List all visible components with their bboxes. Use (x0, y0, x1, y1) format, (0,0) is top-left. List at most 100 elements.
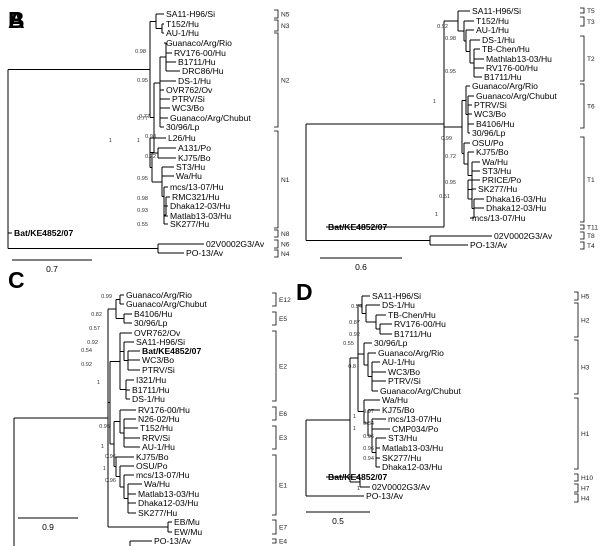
bootstrap-value: 0.95 (445, 180, 456, 186)
taxon-label: Matlab13-03/Hu (138, 489, 199, 499)
taxon-label: EB/Mu (174, 517, 200, 527)
panel-a: A SA11-H96/SiT152/HuAU-1/HuGuanaco/Arg/Ri… (7, 7, 290, 274)
bootstrap-value: 1 (137, 138, 140, 144)
panel-b: B SA11-H96/SiT152/HuAU-1/HuDS-1/HuTB-Chen… (8, 6, 598, 272)
taxon-label: ST3/Hu (388, 433, 417, 443)
genotype-label: E5 (279, 316, 287, 323)
genotype-label: E3 (279, 435, 287, 442)
highlighted-taxon-label: Bat/KE4852/07 (14, 228, 73, 238)
genotype-label: T11 (587, 225, 598, 232)
taxon-label: N26-02/Hu (138, 414, 180, 424)
taxon-label: RV176-00/Hu (174, 48, 226, 58)
taxon-label: 02V0002G3/Av (372, 482, 431, 492)
genotype-bracket (574, 339, 579, 395)
genotype-label: E6 (279, 411, 287, 418)
genotype-label: T1 (587, 177, 595, 184)
genotype-bracket (272, 330, 277, 402)
genotype-bracket (274, 32, 279, 128)
taxon-label: OVR762/Ov (166, 85, 213, 95)
bootstrap-value: 0.84 (363, 421, 374, 427)
taxon-label: RRV/Si (142, 433, 170, 443)
genotype-label: E7 (279, 525, 287, 532)
genotype-label: H10 (581, 475, 593, 482)
genotype-label: T3 (587, 19, 595, 26)
bootstrap-value: 0.57 (89, 326, 100, 332)
taxon-label: Matlab13-03/Hu (170, 211, 231, 221)
taxon-label: mcs/13-07/Hu (170, 182, 224, 192)
taxon-label: SK277/Hu (138, 508, 177, 518)
taxon-label: PTRV/Si (172, 94, 205, 104)
taxon-label: RV176-00/Hu (486, 63, 538, 73)
bootstrap-value: 0.98 (135, 49, 146, 55)
bootstrap-value: 1 (353, 426, 356, 432)
taxon-label: PO-13/Av (154, 536, 192, 546)
genotype-bracket (274, 229, 279, 238)
taxon-label: B1711/Hu (178, 57, 216, 67)
bootstrap-value: 0.82 (91, 312, 102, 318)
tree-branches (13, 294, 172, 546)
taxon-label: KJ75/Bo (382, 405, 415, 415)
bootstrap-value: 0.96 (105, 454, 116, 460)
genotype-bracket (574, 291, 579, 301)
taxon-label: Mathlab13-03/Hu (486, 54, 552, 64)
taxon-label: ST3/Hu (176, 162, 205, 172)
bootstrap-value: 0.92 (437, 24, 448, 30)
genotype-bracket (580, 224, 585, 230)
genotype-label: T5 (587, 8, 595, 15)
genotype-bracket (580, 241, 585, 250)
bootstrap-value: 0.92 (349, 332, 360, 338)
taxon-label: SA11-H96/Si (372, 291, 421, 301)
taxon-label: WC3/Bo (474, 109, 506, 119)
genotype-bracket (272, 519, 277, 535)
taxon-label: CMP034/Po (392, 424, 439, 434)
taxon-label: WC3/Bo (388, 367, 420, 377)
taxon-label: AU-1/Hu (142, 442, 175, 452)
bootstrap-value: 0.96 (105, 478, 116, 484)
taxon-label: Dhaka12-03/Hu (486, 203, 546, 213)
taxon-label: Wa/Hu (382, 395, 408, 405)
taxon-label: TB-Chen/Hu (388, 310, 436, 320)
panel-letter: A (8, 7, 25, 33)
bootstrap-value: 0.94 (363, 456, 374, 462)
genotype-bracket (274, 239, 279, 249)
genotype-bracket (272, 406, 277, 421)
taxon-label: AU-1/Hu (382, 357, 415, 367)
bootstrap-value: 0.54 (81, 348, 92, 354)
genotype-bracket (274, 19, 279, 32)
bootstrap-value: 1 (101, 444, 104, 450)
genotype-bracket (274, 9, 279, 19)
bootstrap-value: 0.95 (445, 69, 456, 75)
bootstrap-value: 0.77 (139, 114, 150, 120)
taxon-label: KJ75/Bo (476, 147, 509, 157)
taxon-label: Guanaco/Arg/Chubut (126, 299, 207, 309)
taxon-label: Guanaco/Arg/Chubut (380, 386, 461, 396)
genotype-label: N6 (281, 242, 290, 249)
taxon-label: DS-1/Hu (382, 300, 415, 310)
bootstrap-value: 0.99 (101, 294, 112, 300)
genotype-label: N5 (281, 12, 290, 19)
highlighted-taxon-label: Bat/KE4852/07 (328, 472, 387, 482)
genotype-label: T8 (587, 233, 595, 240)
taxon-label: Guanaco/Arg/Chubut (476, 91, 557, 101)
bootstrap-value: 0.92 (145, 154, 156, 160)
highlighted-taxon-label: Bat/KE4852/07 (142, 346, 201, 356)
taxon-label: L26/Hu (168, 133, 196, 143)
taxon-label: PO-13/Av (470, 240, 508, 250)
genotype-bracket (580, 83, 585, 129)
taxon-label: DS-1/Hu (482, 35, 515, 45)
taxon-label: Dhaka16-03/Hu (486, 194, 546, 204)
taxon-label: Guanaco/Arg/Rio (126, 290, 192, 300)
taxon-label: Wa/Hu (176, 171, 202, 181)
genotype-bracket (574, 483, 579, 493)
taxon-label: RV176-00/Hu (138, 405, 190, 415)
taxon-label: KJ75/Bo (136, 452, 169, 462)
genotype-label: T4 (587, 243, 595, 250)
bootstrap-value: 0.98 (445, 36, 456, 42)
bootstrap-value: 0.98 (137, 196, 148, 202)
bootstrap-value: 0.93 (137, 208, 148, 214)
genotype-bracket (580, 35, 585, 82)
taxon-label: RMC321/Hu (172, 192, 220, 202)
taxon-label: T152/Hu (476, 16, 509, 26)
taxon-label: Guanaco/Arg/Rio (472, 81, 538, 91)
